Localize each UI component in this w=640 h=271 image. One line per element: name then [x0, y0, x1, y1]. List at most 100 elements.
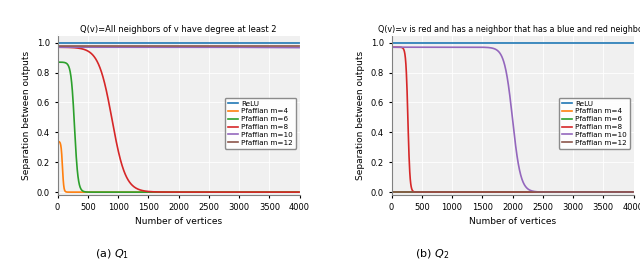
ReLU [54, 41, 61, 44]
Pfaffian m=10 [247, 46, 255, 49]
Pfaffian m=10 [581, 191, 589, 194]
Pfaffian m=6 [581, 191, 589, 194]
Pfaffian m=8 [161, 191, 168, 194]
Pfaffian m=6 [152, 191, 159, 194]
Pfaffian m=8 [577, 191, 584, 194]
Pfaffian m=8 [152, 190, 159, 193]
Pfaffian m=10 [243, 46, 250, 49]
Pfaffian m=4 [54, 140, 61, 143]
Pfaffian m=8 [220, 191, 228, 194]
Pfaffian m=10 [494, 50, 502, 53]
Line: Pfaffian m=10: Pfaffian m=10 [58, 47, 300, 48]
Pfaffian m=4 [152, 191, 159, 194]
Pfaffian m=10 [486, 46, 493, 49]
Line: Pfaffian m=8: Pfaffian m=8 [392, 47, 634, 192]
ReLU [494, 41, 502, 44]
Pfaffian m=12 [412, 191, 420, 194]
Pfaffian m=8 [581, 191, 589, 194]
Line: Pfaffian m=8: Pfaffian m=8 [58, 47, 300, 192]
Pfaffian m=4 [388, 190, 396, 193]
ReLU [243, 41, 250, 44]
Pfaffian m=8 [630, 191, 637, 194]
ReLU [161, 41, 168, 44]
X-axis label: Number of vertices: Number of vertices [135, 217, 222, 226]
ReLU [152, 41, 159, 44]
Pfaffian m=4 [577, 190, 584, 193]
Pfaffian m=6 [296, 191, 303, 194]
Pfaffian m=4 [554, 190, 562, 193]
ReLU [296, 41, 303, 44]
ReLU [486, 41, 493, 44]
Pfaffian m=12 [581, 191, 589, 194]
Pfaffian m=8 [554, 191, 562, 194]
Title: Q(v)=All neighbors of v have degree at least 2: Q(v)=All neighbors of v have degree at l… [81, 25, 277, 34]
Pfaffian m=6 [494, 191, 502, 194]
Pfaffian m=10 [412, 46, 420, 49]
Pfaffian m=4 [412, 190, 420, 193]
Pfaffian m=4 [581, 190, 589, 193]
Pfaffian m=4 [79, 191, 86, 194]
Pfaffian m=4 [161, 191, 168, 194]
Pfaffian m=10 [79, 46, 86, 49]
Pfaffian m=12 [161, 45, 168, 48]
Pfaffian m=12 [388, 191, 396, 194]
Legend: ReLU, Pfaffian m=4, Pfaffian m=6, Pfaffian m=8, Pfaffian m=10, Pfaffian m=12: ReLU, Pfaffian m=4, Pfaffian m=6, Pfaffi… [559, 98, 630, 149]
Pfaffian m=12 [247, 45, 255, 48]
Pfaffian m=10 [220, 46, 228, 49]
Pfaffian m=8 [243, 191, 250, 194]
Pfaffian m=10 [152, 46, 159, 49]
Pfaffian m=8 [388, 46, 396, 49]
Pfaffian m=12 [630, 191, 637, 194]
Pfaffian m=4 [243, 191, 250, 194]
Pfaffian m=12 [486, 191, 493, 194]
Pfaffian m=12 [554, 191, 562, 194]
Pfaffian m=6 [630, 191, 637, 194]
ReLU [412, 41, 420, 44]
Pfaffian m=8 [412, 191, 420, 194]
Pfaffian m=12 [54, 45, 61, 48]
Pfaffian m=6 [79, 189, 86, 192]
Pfaffian m=8 [486, 191, 493, 194]
Title: Q(v)=v is red and has a neighbor that has a blue and red neighbor: Q(v)=v is red and has a neighbor that ha… [378, 25, 640, 34]
Line: Pfaffian m=4: Pfaffian m=4 [58, 141, 300, 192]
Pfaffian m=6 [134, 191, 142, 194]
Pfaffian m=10 [388, 46, 396, 49]
Pfaffian m=10 [54, 46, 61, 49]
Pfaffian m=6 [243, 191, 250, 194]
Pfaffian m=6 [412, 191, 420, 194]
Pfaffian m=12 [296, 45, 303, 48]
ReLU [554, 41, 562, 44]
Pfaffian m=8 [296, 191, 303, 194]
Pfaffian m=10 [630, 191, 637, 194]
ReLU [79, 41, 86, 44]
Pfaffian m=12 [152, 45, 159, 48]
Pfaffian m=6 [577, 191, 584, 194]
ReLU [577, 41, 584, 44]
Pfaffian m=6 [161, 191, 168, 194]
Pfaffian m=4 [630, 190, 637, 193]
Pfaffian m=12 [243, 45, 250, 48]
Y-axis label: Separation between outputs: Separation between outputs [22, 51, 31, 180]
ReLU [581, 41, 589, 44]
Pfaffian m=6 [486, 191, 493, 194]
Pfaffian m=12 [220, 45, 228, 48]
Line: Pfaffian m=10: Pfaffian m=10 [392, 47, 634, 192]
Pfaffian m=4 [296, 191, 303, 194]
Pfaffian m=8 [79, 47, 86, 50]
Pfaffian m=12 [494, 191, 502, 194]
Pfaffian m=10 [296, 46, 303, 49]
Pfaffian m=4 [247, 191, 255, 194]
ReLU [388, 41, 396, 44]
Pfaffian m=6 [247, 191, 255, 194]
Pfaffian m=8 [247, 191, 255, 194]
Pfaffian m=6 [554, 191, 562, 194]
Pfaffian m=12 [79, 45, 86, 48]
Pfaffian m=8 [54, 46, 61, 49]
ReLU [220, 41, 228, 44]
Pfaffian m=12 [577, 191, 584, 194]
Pfaffian m=10 [161, 46, 168, 49]
Pfaffian m=10 [554, 191, 562, 194]
Pfaffian m=8 [495, 191, 502, 194]
Pfaffian m=4 [494, 190, 502, 193]
Pfaffian m=8 [442, 191, 449, 194]
